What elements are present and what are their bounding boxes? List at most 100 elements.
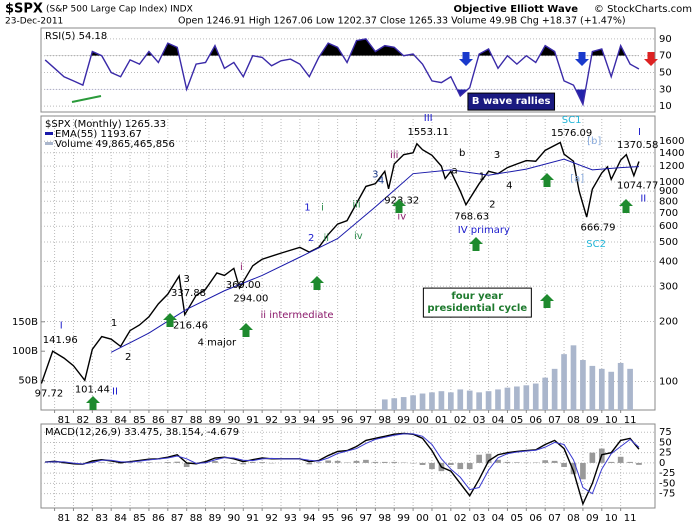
- x-tick-label: 90: [227, 513, 240, 524]
- bar: [457, 389, 464, 410]
- y-tick-label: 500: [659, 237, 678, 248]
- bar: [551, 460, 558, 463]
- bar: [448, 462, 454, 465]
- x-tick-label: 02: [454, 415, 467, 426]
- bar: [627, 368, 633, 410]
- x-tick-label: 98: [378, 513, 391, 524]
- annotation-box: [467, 92, 556, 111]
- y-tick-label: 600: [659, 221, 678, 232]
- annotation: b: [459, 148, 465, 159]
- x-tick-label: 90: [227, 415, 240, 426]
- annotation: 1: [479, 171, 485, 182]
- x-tick-label: 98: [378, 415, 391, 426]
- bar: [391, 398, 398, 410]
- bar: [240, 462, 247, 465]
- x-tick-label: 86: [152, 513, 165, 524]
- x-tick-label: 83: [95, 513, 108, 524]
- bar: [164, 462, 171, 463]
- annotation: presidential cycle: [427, 303, 527, 314]
- annotation: iii: [352, 200, 360, 211]
- series-line: [45, 432, 640, 506]
- annotation: iv: [354, 231, 363, 242]
- bar: [466, 462, 473, 470]
- bar: [542, 460, 549, 463]
- x-tick-label: 96: [341, 513, 354, 524]
- annotation: 369.00: [226, 280, 261, 291]
- y-tick-label: -25: [659, 468, 675, 479]
- x-tick-label: 97: [360, 513, 373, 524]
- y2-tick-label: 50B: [18, 376, 38, 387]
- x-tick-label: 97: [360, 415, 373, 426]
- legend-label: Volume 49,865,465,856: [55, 139, 175, 150]
- x-tick-label: 92: [265, 513, 278, 524]
- x-tick-label: 89: [209, 513, 222, 524]
- bar: [551, 368, 558, 410]
- bar: [400, 397, 407, 410]
- legend-label: $SPX (Monthly) 1265.33: [45, 119, 166, 130]
- y-tick-label: 200: [659, 316, 678, 327]
- bar: [495, 389, 501, 410]
- bar: [495, 459, 501, 463]
- x-tick-label: 92: [265, 415, 278, 426]
- x-tick-label: 91: [246, 415, 259, 426]
- shade-area: [45, 89, 639, 105]
- trend-line: [71, 95, 102, 103]
- x-tick-label: 10: [605, 415, 618, 426]
- bar: [306, 462, 313, 465]
- annotation: 666.79: [581, 223, 616, 234]
- bar: [315, 462, 322, 463]
- bar: [353, 460, 360, 463]
- annotation: 3: [494, 150, 500, 161]
- bar: [561, 462, 567, 468]
- bar: [429, 462, 435, 470]
- x-tick-label: 06: [529, 513, 542, 524]
- bar: [636, 462, 642, 465]
- x-tick-label: 10: [605, 513, 618, 524]
- bar: [608, 461, 615, 463]
- annotation: 1074.77: [617, 180, 658, 191]
- bar: [466, 390, 473, 410]
- x-tick-label: 82: [77, 415, 90, 426]
- annotation: 923.32: [384, 196, 419, 207]
- bar: [429, 392, 435, 410]
- bar: [504, 387, 511, 410]
- x-tick-label: 05: [511, 513, 524, 524]
- bar: [183, 462, 190, 468]
- bar: [580, 462, 586, 480]
- bar: [514, 386, 520, 410]
- annotation: 3: [183, 274, 189, 285]
- y-tick-label: 0: [659, 458, 665, 469]
- panel-frame: [40, 115, 656, 411]
- x-tick-label: 85: [133, 415, 146, 426]
- bar: [212, 461, 218, 463]
- y-tick-label: 30: [659, 84, 672, 95]
- annotation: 1553.11: [408, 127, 449, 138]
- bar: [334, 460, 341, 463]
- y-tick-label: 90: [659, 34, 672, 45]
- x-tick-label: 82: [77, 513, 90, 524]
- x-tick-label: 88: [190, 415, 203, 426]
- annotation: [b]: [587, 136, 601, 147]
- x-tick-label: 01: [435, 513, 448, 524]
- y-tick-label: 1400: [659, 148, 684, 159]
- x-tick-label: 95: [322, 513, 335, 524]
- x-tick-label: 89: [209, 415, 222, 426]
- bar: [617, 456, 624, 463]
- annotation: [a]: [570, 173, 584, 184]
- x-tick-label: 81: [58, 415, 71, 426]
- bar: [598, 368, 605, 410]
- bar: [476, 392, 482, 410]
- x-tick-label: 03: [473, 415, 486, 426]
- bar: [259, 462, 265, 463]
- bar: [514, 462, 520, 463]
- legend-swatch: [45, 142, 53, 145]
- x-tick-label: 84: [114, 513, 127, 524]
- bar: [381, 461, 388, 463]
- series-line: [41, 141, 640, 384]
- bar: [98, 462, 105, 463]
- bar: [174, 461, 181, 463]
- x-tick-label: 11: [624, 415, 637, 426]
- bar: [231, 462, 237, 464]
- x-tick-label: 00: [416, 513, 429, 524]
- legend-label: MACD(12,26,9) 33.475, 38.154, -4.679: [45, 427, 239, 438]
